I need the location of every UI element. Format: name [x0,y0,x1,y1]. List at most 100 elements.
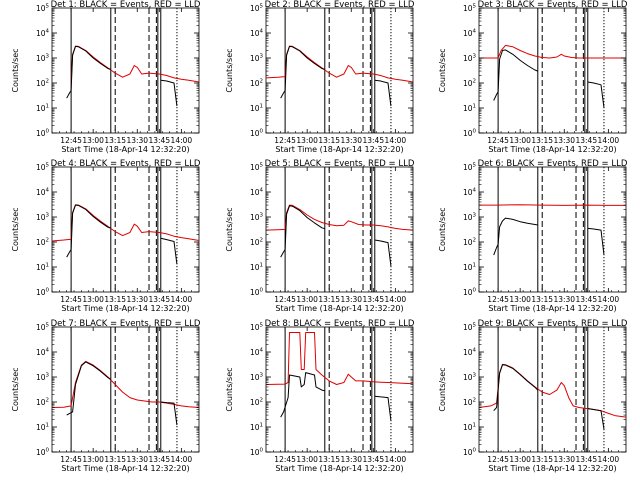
y-tick-label: 105 [250,163,264,173]
chart-panel-8: Det 8: BLACK = Events, RED = LLD 100 101 10… [225,319,415,473]
chart-panel-4: Det 4: BLACK = Events, RED = LLD 100 101 10… [11,159,201,313]
lld-rate-line [265,332,414,385]
x-tick-label: 13:30 [553,295,575,304]
y-tick-label: 101 [463,104,476,114]
x-axis-label: Start Time (18-Apr-14 12:32:20) [61,464,189,473]
y-tick-label: 105 [36,323,50,333]
x-tick-label: 13:30 [126,295,148,304]
x-tick-label: 14:00 [171,455,193,464]
y-tick-label: 100 [250,288,264,298]
y-tick-label: 100 [36,288,50,298]
y-axis-label: Counts/sec [225,367,234,411]
x-tick-label: 13:30 [340,136,362,145]
x-tick-label: 13:30 [126,455,148,464]
chart-panel-1: Det 1: BLACK = Events, RED = LLD 100 101 10… [11,0,201,154]
x-tick-label: 12:45 [274,295,296,304]
y-tick-label: 103 [463,213,477,223]
x-tick-label: 13:15 [104,136,126,145]
y-tick-label: 102 [36,398,49,408]
x-axis-label: Start Time (18-Apr-14 12:32:20) [488,304,616,313]
x-tick-label: 13:00 [82,455,104,464]
x-tick-label: 13:00 [82,295,104,304]
x-tick-label: 13:00 [296,455,318,464]
x-tick-label: 12:45 [274,136,296,145]
y-axis-label: Counts/sec [225,48,234,92]
lld-rate-line [70,45,200,84]
x-tick-label: 13:45 [575,455,597,464]
x-axis-label: Start Time (18-Apr-14 12:32:20) [275,145,403,154]
events-rate-line [66,204,111,258]
panel-title: Det 6: BLACK = Events, RED = LLD [478,159,628,169]
x-tick-label: 13:15 [318,295,340,304]
chart-panel-2: Det 2: BLACK = Events, RED = LLD 100 101 10… [225,0,415,154]
y-tick-label: 104 [463,29,477,39]
y-axis-label: Counts/sec [225,207,234,251]
y-tick-label: 105 [463,323,477,333]
x-tick-label: 12:45 [487,295,509,304]
y-tick-label: 102 [463,79,476,89]
x-axis-label: Start Time (18-Apr-14 12:32:20) [488,464,616,473]
x-tick-label: 13:45 [362,136,384,145]
x-tick-label: 14:00 [598,136,620,145]
events-rate-line [160,237,178,265]
x-tick-label: 13:30 [340,455,362,464]
x-tick-label: 13:30 [340,295,362,304]
y-tick-label: 102 [36,238,49,248]
y-tick-label: 101 [36,104,49,114]
panel-title: Det 5: BLACK = Events, RED = LLD [265,159,415,169]
y-tick-label: 102 [250,238,263,248]
y-tick-label: 105 [36,4,50,14]
y-tick-label: 104 [463,188,477,198]
panel-title: Det 4: BLACK = Events, RED = LLD [51,159,201,169]
y-tick-label: 102 [36,79,49,89]
chart-panel-3: Det 3: BLACK = Events, RED = LLD 100 101 10… [438,0,628,154]
chart-panel-7: Det 7: BLACK = Events, RED = LLD 100 101 10… [11,319,201,473]
y-tick-label: 103 [250,373,264,383]
chart-panel-9: Det 9: BLACK = Events, RED = LLD 100 101 10… [438,319,628,473]
panel-title: Det 8: BLACK = Events, RED = LLD [265,319,415,329]
chart-panel-5: Det 5: BLACK = Events, RED = LLD 100 101 10… [225,159,415,313]
y-tick-label: 100 [36,448,50,458]
y-axis-label: Counts/sec [11,48,20,92]
x-tick-label: 13:45 [362,295,384,304]
x-axis-label: Start Time (18-Apr-14 12:32:20) [61,145,189,154]
x-tick-label: 12:45 [487,455,509,464]
x-tick-label: 13:15 [531,295,553,304]
x-axis-label: Start Time (18-Apr-14 12:32:20) [275,464,403,473]
x-tick-label: 13:30 [126,136,148,145]
x-axis-label: Start Time (18-Apr-14 12:32:20) [488,145,616,154]
y-tick-label: 102 [463,398,476,408]
x-tick-label: 14:00 [171,136,193,145]
y-tick-label: 100 [36,129,50,139]
x-tick-label: 12:45 [274,455,296,464]
y-tick-label: 101 [463,423,476,433]
x-tick-label: 13:45 [575,295,597,304]
y-tick-label: 103 [250,213,264,223]
events-rate-line [160,79,178,107]
x-tick-label: 14:00 [385,136,407,145]
events-rate-line [280,45,325,99]
x-tick-label: 14:00 [598,295,620,304]
x-tick-label: 13:15 [531,136,553,145]
y-tick-label: 103 [36,54,50,64]
panel-title: Det 9: BLACK = Events, RED = LLD [478,319,628,329]
y-axis-label: Counts/sec [11,207,20,251]
y-tick-label: 100 [463,129,477,139]
x-tick-label: 13:45 [148,295,170,304]
y-axis-label: Counts/sec [11,367,20,411]
x-tick-label: 13:00 [82,136,104,145]
panel-title: Det 2: BLACK = Events, RED = LLD [265,0,415,10]
x-tick-label: 13:00 [509,295,531,304]
events-rate-line [374,239,392,267]
chart-panel-6: Det 6: BLACK = Events, RED = LLD 100 101 10… [438,159,628,313]
x-tick-label: 13:45 [148,136,170,145]
lld-rate-line [479,44,626,59]
y-tick-label: 101 [250,104,263,114]
events-rate-line [280,205,325,258]
x-tick-label: 13:00 [296,136,318,145]
y-tick-label: 100 [250,448,264,458]
y-tick-label: 103 [250,54,264,64]
events-rate-line [493,217,538,256]
x-tick-label: 13:30 [553,136,575,145]
panel-title: Det 7: BLACK = Events, RED = LLD [51,319,201,329]
